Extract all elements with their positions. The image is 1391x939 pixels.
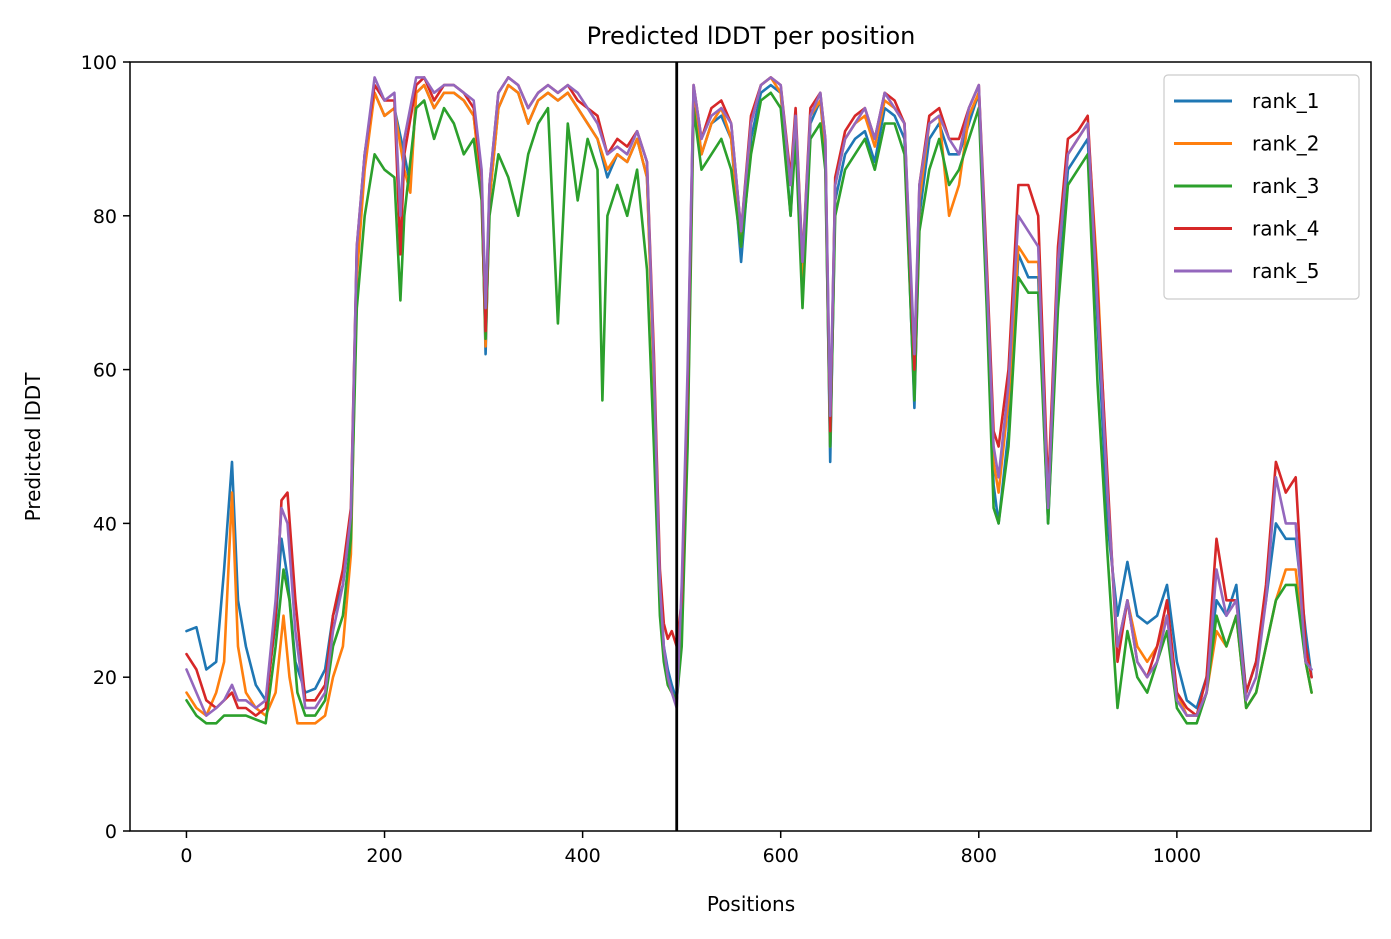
y-axis-title: Predicted lDDT [21,372,45,522]
legend-label-rank_3: rank_3 [1252,174,1319,198]
x-tick-label: 0 [180,845,192,867]
y-tick-label: 80 [93,206,117,228]
x-tick-label: 400 [564,845,600,867]
legend-frame [1163,74,1360,300]
y-tick-label: 0 [105,821,117,843]
legend-label-rank_4: rank_4 [1252,217,1319,241]
chart-title: Predicted lDDT per position [587,22,916,50]
series-line-rank_3 [185,91,1313,725]
x-tick-label: 200 [366,845,402,867]
x-axis-title: Positions [707,892,795,916]
x-tick-label: 1000 [1153,845,1201,867]
y-tick-label: 20 [93,667,117,689]
legend-label-rank_2: rank_2 [1252,132,1319,156]
x-axis-ticks: 0 200 400 600 800 1000 [180,831,1201,867]
legend-label-rank_1: rank_1 [1252,89,1319,113]
y-tick-label: 40 [93,513,117,535]
plot-frame [129,61,1372,832]
x-tick-label: 800 [961,845,997,867]
plot-series-group [185,76,1313,725]
y-axis-ticks: 0 20 40 60 80 100 [81,52,130,843]
y-tick-label: 60 [93,360,117,382]
x-tick-label: 600 [763,845,799,867]
legend-label-rank_5: rank_5 [1252,259,1319,283]
legend: rank_1 rank_2 rank_3 rank_4 rank_5 [1163,74,1360,300]
y-tick-label: 100 [81,52,117,74]
series-line-rank_5 [185,76,1313,717]
